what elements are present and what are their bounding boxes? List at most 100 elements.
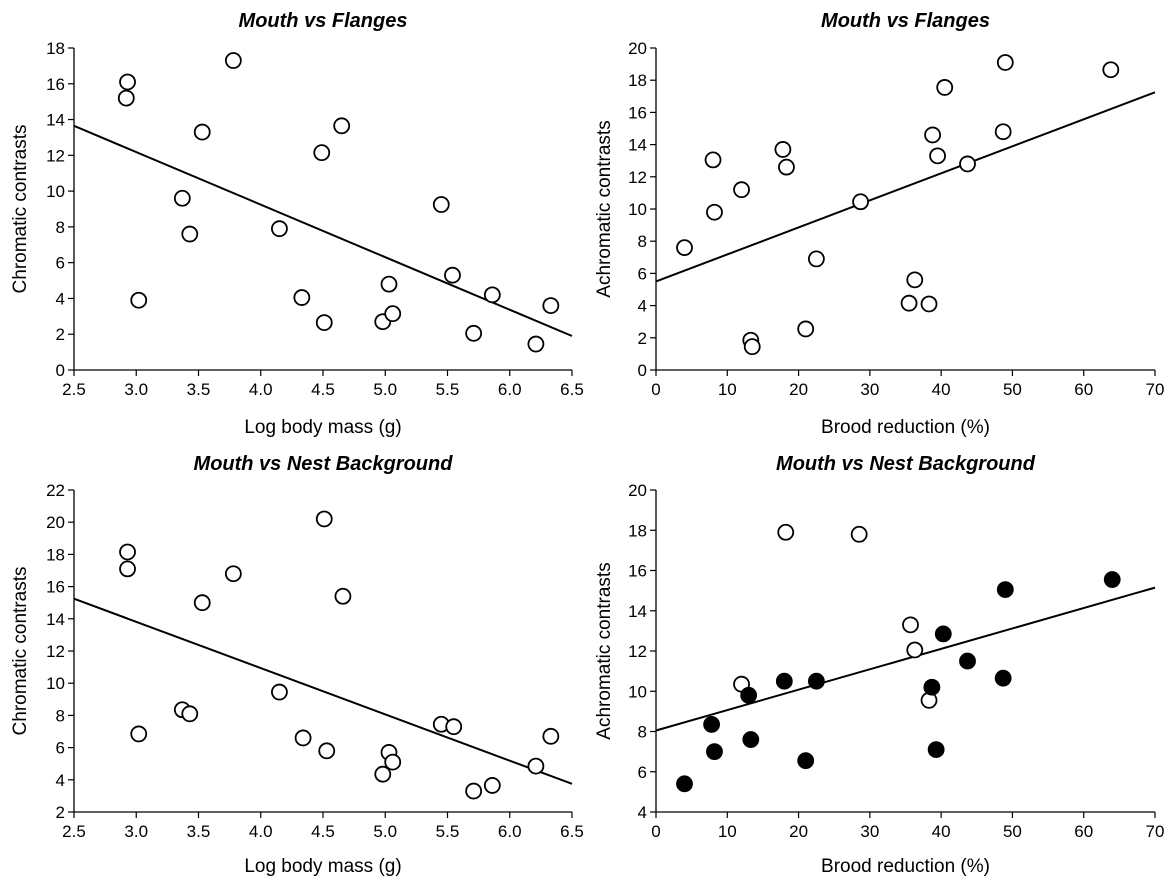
- x-tick-label: 70: [1146, 380, 1165, 399]
- data-point-open: [704, 151, 722, 169]
- data-point-open: [465, 324, 483, 342]
- data-point-open: [444, 266, 461, 284]
- data-point-open: [542, 297, 560, 315]
- x-tick-label: 30: [860, 380, 879, 399]
- data-point-filled: [775, 672, 793, 690]
- y-tick-label: 4: [56, 289, 65, 308]
- data-point-filled: [923, 678, 941, 696]
- x-tick-label: 60: [1074, 380, 1093, 399]
- data-point-filled: [994, 669, 1012, 687]
- data-point-open: [777, 523, 795, 541]
- regression-line: [73, 597, 573, 785]
- data-point-open: [1102, 61, 1120, 79]
- x-tick-label: 50: [1003, 822, 1022, 841]
- y-tick-label: 12: [46, 146, 65, 165]
- data-point-open: [119, 560, 136, 578]
- y-tick-label: 16: [628, 562, 647, 581]
- x-tick-label: 5.5: [436, 380, 460, 399]
- data-point-open: [181, 705, 199, 723]
- chart-panel-2: Mouth vs Flanges 0 10 20 30 40 50 60 70 0 2 4 6 8 10 12…: [594, 10, 1164, 438]
- data-point-open: [902, 616, 919, 634]
- chart-panel-1: Mouth vs Flanges 2.5 3.0 3.5 4.0 4.5 5.0 5.5 6.0…: [10, 10, 584, 438]
- data-point-open: [906, 641, 924, 659]
- y-tick-label: 12: [628, 642, 647, 661]
- x-tick-label: 0: [651, 380, 660, 399]
- x-tick-label: 6.5: [560, 380, 584, 399]
- x-axis-label: Brood reduction (%): [821, 417, 990, 438]
- y-tick-label: 22: [46, 481, 65, 500]
- data-point-open: [117, 89, 135, 107]
- data-point-open: [527, 757, 545, 775]
- data-point-open: [483, 286, 501, 304]
- x-tick-label: 20: [789, 380, 808, 399]
- x-tick-label: 40: [932, 822, 951, 841]
- x-tick-label: 3.0: [124, 822, 148, 841]
- data-point-open: [119, 543, 136, 561]
- data-point-open: [676, 239, 693, 257]
- x-tick-label: 5.5: [436, 822, 460, 841]
- data-point-open: [119, 73, 136, 91]
- y-tick-label: 16: [46, 578, 65, 597]
- y-tick-label: 20: [628, 39, 647, 58]
- y-tick-label: 18: [46, 545, 65, 564]
- data-point-filled: [934, 625, 952, 643]
- data-point-filled: [742, 731, 760, 748]
- data-point-filled: [959, 652, 976, 670]
- y-axis-label: Achromatic contrasts: [594, 120, 615, 297]
- x-tick-label: 10: [718, 380, 737, 399]
- data-point-open: [465, 782, 483, 800]
- y-axis-label: Chromatic contrasts: [10, 567, 31, 736]
- data-point-open: [374, 765, 392, 783]
- x-tick-label: 50: [1003, 380, 1022, 399]
- data-point-open: [380, 275, 398, 293]
- data-point-filled: [1103, 571, 1121, 588]
- y-tick-label: 10: [628, 200, 647, 219]
- y-tick-label: 12: [628, 168, 647, 187]
- x-tick-label: 4.5: [311, 380, 335, 399]
- x-tick-label: 40: [932, 380, 951, 399]
- data-point-open: [293, 289, 311, 306]
- chart-title: Mouth vs Nest Background: [776, 453, 1036, 475]
- data-point-open: [173, 189, 191, 207]
- data-point-open: [334, 587, 352, 605]
- data-point-open: [733, 181, 750, 199]
- data-point-open: [850, 525, 868, 543]
- data-point-open: [271, 220, 288, 238]
- data-point-filled: [996, 581, 1014, 599]
- y-tick-label: 6: [638, 264, 647, 283]
- x-tick-label: 6.0: [498, 822, 522, 841]
- y-tick-label: 10: [46, 674, 65, 693]
- x-tick-label: 6.5: [560, 822, 584, 841]
- x-axis-label: Log body mass (g): [244, 417, 401, 438]
- data-point-open: [929, 147, 946, 165]
- y-tick-label: 0: [638, 361, 647, 380]
- x-tick-label: 5.0: [373, 822, 397, 841]
- data-point-open: [774, 141, 792, 158]
- y-tick-label: 14: [628, 136, 647, 155]
- data-point-open: [852, 193, 869, 211]
- x-tick-label: 4.0: [249, 380, 273, 399]
- y-tick-label: 2: [56, 803, 65, 822]
- data-point-open: [797, 320, 815, 338]
- x-tick-label: 20: [789, 822, 808, 841]
- y-tick-label: 20: [628, 481, 647, 500]
- data-point-filled: [797, 752, 815, 770]
- data-point-open: [294, 729, 312, 747]
- y-tick-label: 16: [628, 103, 647, 122]
- data-point-open: [994, 123, 1012, 141]
- x-axis-label: Log body mass (g): [244, 856, 401, 877]
- y-tick-label: 8: [638, 232, 647, 251]
- data-point-open: [315, 314, 333, 331]
- y-tick-label: 10: [46, 182, 65, 201]
- data-point-filled: [740, 686, 758, 704]
- y-tick-label: 14: [46, 111, 65, 130]
- y-tick-label: 6: [638, 763, 647, 782]
- x-tick-label: 30: [860, 822, 879, 841]
- x-tick-label: 60: [1074, 822, 1093, 841]
- y-tick-label: 10: [628, 682, 647, 701]
- data-point-open: [959, 155, 976, 173]
- y-tick-label: 6: [56, 254, 65, 273]
- data-point-open: [542, 727, 560, 745]
- y-tick-label: 18: [46, 39, 65, 58]
- y-tick-label: 4: [638, 803, 647, 822]
